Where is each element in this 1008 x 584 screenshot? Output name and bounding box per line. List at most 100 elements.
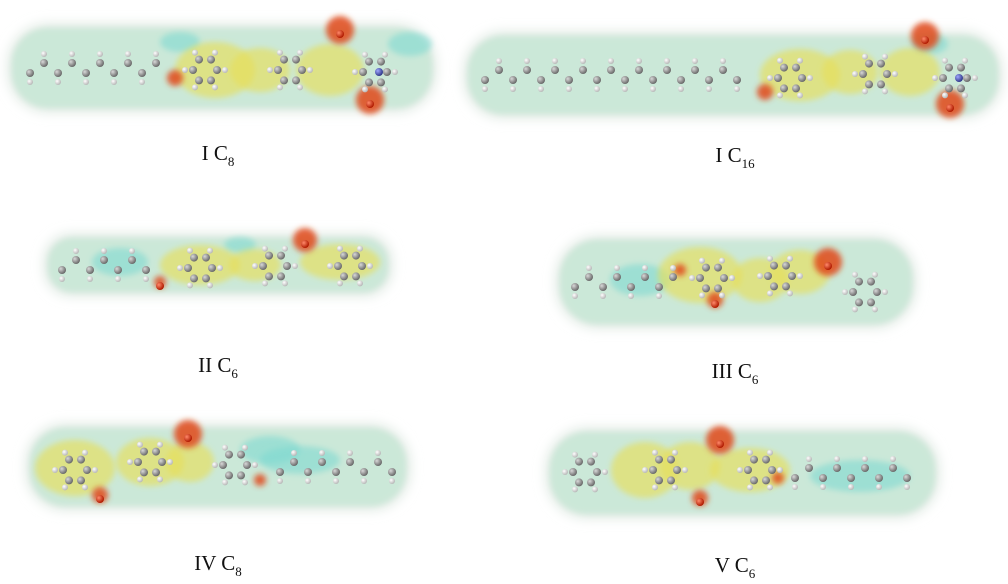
carbon	[768, 466, 776, 474]
hydrogen	[92, 467, 98, 473]
label-subscript: 8	[228, 154, 235, 169]
oxygen	[946, 104, 954, 112]
carbon	[158, 458, 166, 466]
hydrogen	[699, 292, 705, 298]
carbon	[705, 76, 713, 84]
carbon	[593, 468, 601, 476]
hydrogen	[777, 58, 783, 64]
hydrogen	[792, 484, 798, 490]
hydrogen	[87, 276, 93, 282]
hydrogen	[876, 484, 882, 490]
hydrogen	[572, 486, 578, 492]
hydrogen	[27, 79, 33, 85]
label-text: III C	[712, 359, 752, 383]
hydrogen	[848, 484, 854, 490]
negative-region	[772, 472, 784, 484]
carbon	[243, 461, 251, 469]
label-text: I C	[202, 141, 228, 165]
label-subscript: 6	[752, 372, 759, 387]
molecule-map	[546, 426, 939, 518]
carbon	[849, 288, 857, 296]
carbon	[142, 266, 150, 274]
carbon	[792, 84, 800, 92]
hydrogen	[83, 79, 89, 85]
carbon	[65, 476, 73, 484]
carbon	[225, 471, 233, 479]
hydrogen	[187, 282, 193, 288]
carbon	[599, 283, 607, 291]
hydrogen	[212, 462, 218, 468]
hydrogen	[892, 71, 898, 77]
hydrogen	[767, 484, 773, 490]
carbon	[733, 76, 741, 84]
hydrogen	[137, 476, 143, 482]
carbon	[762, 476, 770, 484]
hydrogen	[69, 51, 75, 57]
carbon	[219, 461, 227, 469]
carbon	[569, 468, 577, 476]
carbon	[509, 76, 517, 84]
hydrogen	[706, 86, 712, 92]
carbon	[26, 69, 34, 77]
hydrogen	[277, 84, 283, 90]
hydrogen	[382, 52, 388, 58]
hydrogen	[307, 67, 313, 73]
carbon	[957, 84, 965, 92]
hydrogen	[167, 459, 173, 465]
hydrogen	[392, 69, 398, 75]
hydrogen	[207, 282, 213, 288]
hydrogen	[382, 86, 388, 92]
carbon	[283, 262, 291, 270]
molecule-map	[556, 236, 916, 328]
hydrogen	[496, 58, 502, 64]
carbon	[649, 76, 657, 84]
hydrogen	[842, 289, 848, 295]
carbon	[290, 458, 298, 466]
hydrogen	[182, 67, 188, 73]
hydrogen	[852, 71, 858, 77]
hydrogen	[806, 456, 812, 462]
carbon	[663, 66, 671, 74]
hydrogen	[747, 450, 753, 456]
carbon	[292, 56, 300, 64]
hydrogen	[890, 456, 896, 462]
label-text: IV C	[194, 551, 235, 575]
hydrogen	[767, 450, 773, 456]
hydrogen	[592, 486, 598, 492]
hydrogen	[962, 92, 968, 98]
hydrogen	[614, 265, 620, 271]
hydrogen	[834, 456, 840, 462]
carbon	[207, 56, 215, 64]
nitrogen	[955, 74, 963, 82]
carbon	[865, 60, 873, 68]
carbon	[360, 468, 368, 476]
carbon	[298, 66, 306, 74]
carbon	[334, 262, 342, 270]
carbon	[613, 273, 621, 281]
carbon	[627, 283, 635, 291]
hydrogen	[212, 50, 218, 56]
hydrogen	[719, 258, 725, 264]
neutral-region	[260, 446, 340, 474]
hydrogen	[689, 275, 695, 281]
carbon	[677, 76, 685, 84]
carbon	[855, 278, 863, 286]
carbon	[352, 272, 360, 280]
label-subscript: 16	[742, 156, 756, 171]
hydrogen	[137, 442, 143, 448]
carbon	[213, 66, 221, 74]
hydrogen	[297, 84, 303, 90]
hydrogen	[642, 265, 648, 271]
carbon	[225, 451, 233, 459]
carbon	[202, 254, 210, 262]
hydrogen	[777, 467, 783, 473]
panel-label: V C6	[715, 553, 756, 581]
carbon	[346, 458, 354, 466]
carbon	[152, 448, 160, 456]
carbon	[358, 262, 366, 270]
carbon	[963, 74, 971, 82]
carbon	[833, 464, 841, 472]
carbon	[957, 64, 965, 72]
carbon	[65, 456, 73, 464]
carbon	[792, 64, 800, 72]
